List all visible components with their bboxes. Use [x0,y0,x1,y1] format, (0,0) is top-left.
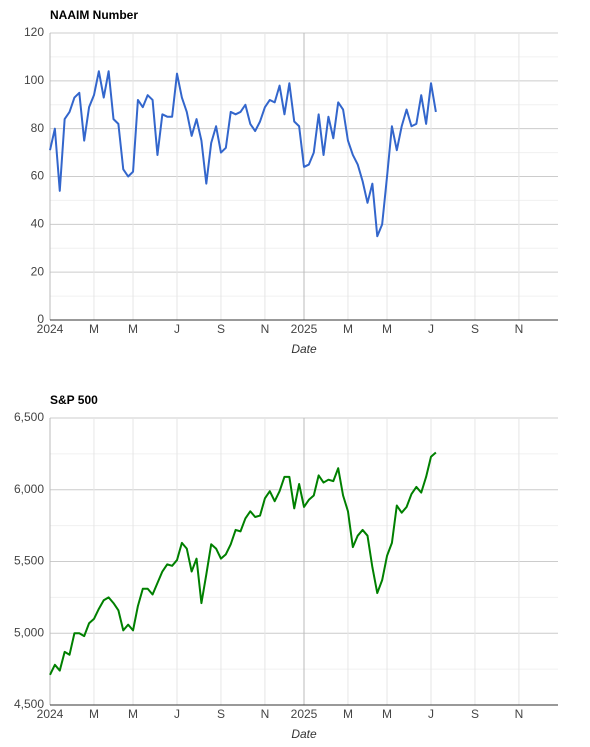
x-tick-label: M [128,322,138,336]
x-axis-label: Date [291,342,317,356]
y-tick-label: 6,500 [14,410,44,424]
x-tick-label: N [261,322,270,336]
x-tick-label: M [382,322,392,336]
y-tick-label: 60 [31,169,45,183]
y-tick-label: 120 [24,25,44,39]
y-tick-label: 40 [31,217,45,231]
x-tick-label: S [217,707,225,721]
y-tick-label: 4,500 [14,697,44,711]
chart-title: NAAIM Number [50,8,138,22]
x-tick-label: M [128,707,138,721]
x-tick-label: S [471,707,479,721]
x-tick-label: J [428,322,434,336]
x-tick-label: 2025 [291,707,318,721]
x-tick-label: J [428,707,434,721]
x-tick-label: 2024 [37,707,64,721]
y-tick-label: 100 [24,73,44,87]
x-axis-label: Date [291,727,317,741]
data-line [49,451,437,676]
x-tick-label: M [382,707,392,721]
x-tick-label: 2024 [37,322,64,336]
x-tick-label: S [217,322,225,336]
y-tick-label: 20 [31,264,45,278]
data-line [49,70,437,238]
x-tick-label: J [174,707,180,721]
y-tick-label: 0 [37,312,44,326]
x-tick-label: J [174,322,180,336]
x-tick-label: 2025 [291,322,318,336]
x-tick-label: M [89,707,99,721]
x-tick-label: M [343,322,353,336]
x-tick-label: N [515,707,524,721]
x-tick-label: S [471,322,479,336]
x-tick-label: M [89,322,99,336]
chart-title: S&P 500 [50,393,98,407]
y-tick-label: 5,500 [14,554,44,568]
x-tick-label: M [343,707,353,721]
y-tick-label: 80 [31,121,45,135]
x-tick-label: N [261,707,270,721]
y-tick-label: 6,000 [14,482,44,496]
x-tick-label: N [515,322,524,336]
y-tick-label: 5,000 [14,625,44,639]
